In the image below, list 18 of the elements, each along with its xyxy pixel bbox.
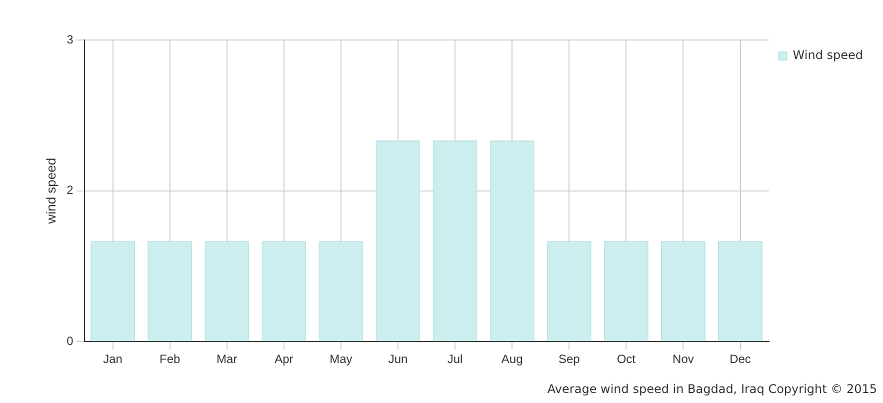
x-tick-label: Mar [216,352,238,366]
y-tick-label: 0 [66,334,74,348]
x-tick-label: Aug [501,352,523,366]
x-tick-label: Dec [730,352,751,366]
x-tick-label: Jul [447,352,463,366]
x-tick-label: Feb [159,352,180,366]
text: Average wind speed in Bagdad, Iraq Copyright © 2015 [547,382,877,396]
x-tick-label: Sep [558,352,580,366]
y-tick-label: 2 [66,183,74,198]
x-tick-label: May [330,352,352,366]
legend-label: Wind speed [792,48,864,62]
x-tick-label: Nov [672,352,694,366]
y-axis-title: wind speed [43,158,58,225]
x-tick-label: Jun [388,352,408,366]
y-tick-label: 3 [66,32,74,46]
x-tick-label: Oct [616,352,636,366]
x-tick-label: Jan [103,352,122,366]
x-tick-label: Apr [274,352,294,366]
